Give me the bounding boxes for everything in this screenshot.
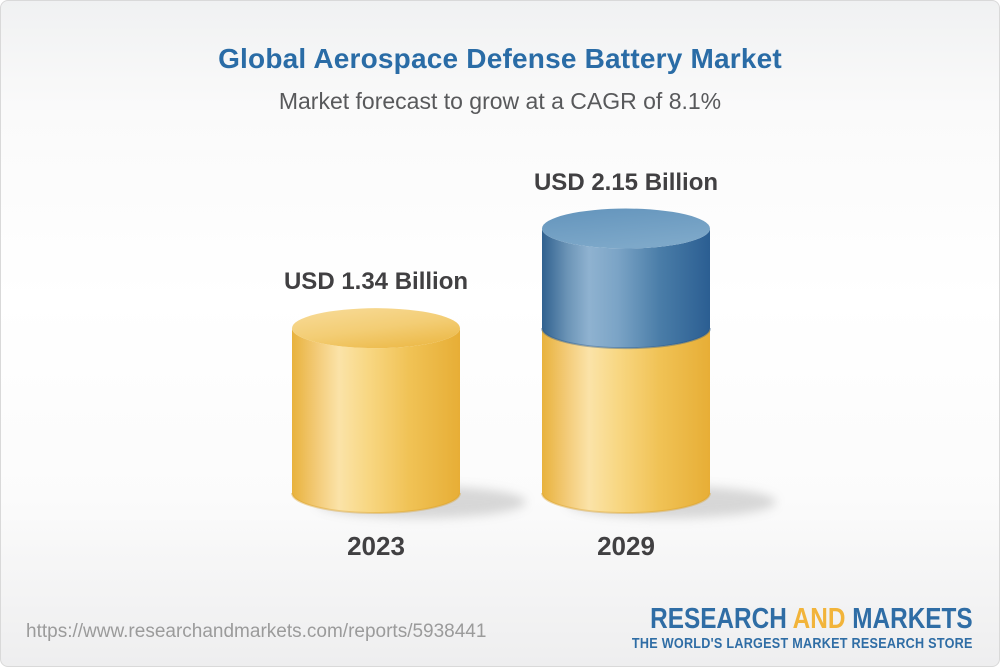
x-axis-label: 2023 [347,531,405,561]
logo-word-markets: MARKETS [852,603,973,635]
research-and-markets-logo: RESEARCH AND MARKETS THE WORLD'S LARGEST… [581,605,973,652]
logo-wordmark: RESEARCH AND MARKETS [644,605,973,634]
bar-value-label: USD 1.34 Billion [283,268,469,296]
logo-word-and: AND [792,603,846,635]
footer-url: https://www.researchandmarkets.com/repor… [26,621,487,642]
page-title: Global Aerospace Defense Battery Market [218,43,782,74]
x-axis-label: 2029 [597,531,655,561]
logo-word-research: RESEARCH [650,603,788,635]
logo-tagline: THE WORLD'S LARGEST MARKET RESEARCH STOR… [632,636,973,652]
bar-value-label: USD 2.15 Billion [533,168,719,196]
page-subtitle: Market forecast to grow at a CAGR of 8.1… [278,88,722,114]
